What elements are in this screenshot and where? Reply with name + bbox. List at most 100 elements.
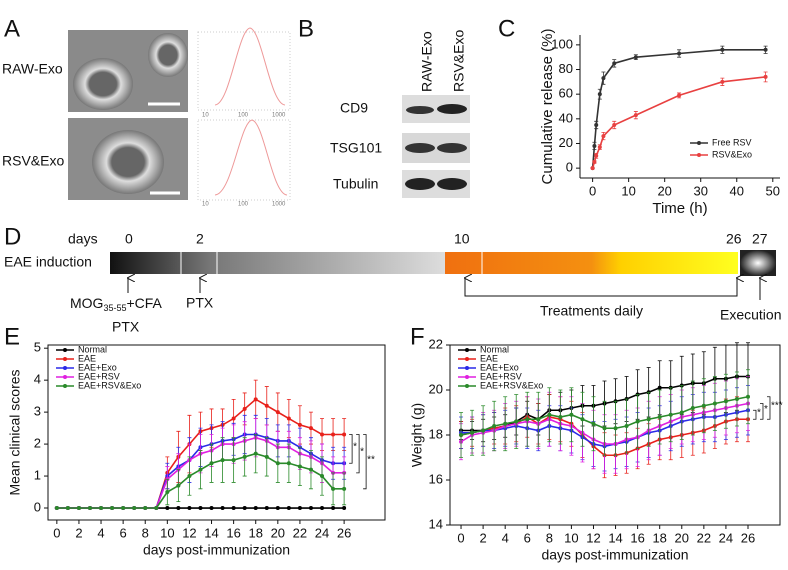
- data-point: [657, 385, 662, 390]
- data-point: [470, 430, 475, 435]
- blot: [402, 95, 470, 198]
- y-tick-label: 100: [551, 36, 573, 51]
- significance-label: ***: [771, 401, 783, 412]
- y-tick-label: 20: [559, 135, 573, 150]
- size-tick: 10: [202, 202, 209, 208]
- x-tick-label: 24: [719, 530, 733, 545]
- x-tick-label: 8: [142, 525, 149, 540]
- data-point: [121, 506, 126, 511]
- data-point: [209, 461, 214, 466]
- x-tick-label: 20: [657, 183, 671, 198]
- data-point: [633, 55, 638, 60]
- tem-label: RSV&Exo: [2, 153, 64, 169]
- significance-bracket: [752, 409, 757, 420]
- data-point: [308, 506, 313, 511]
- data-point: [612, 61, 617, 66]
- data-point: [712, 401, 717, 406]
- data-point: [176, 506, 181, 511]
- legend-label: EAE: [78, 353, 96, 363]
- data-point: [264, 454, 269, 459]
- data-point: [165, 506, 170, 511]
- x-tick-label: 2: [479, 530, 486, 545]
- mog-sub: 35-55: [103, 303, 126, 313]
- significance-bracket: [766, 396, 771, 420]
- y-tick-label: 4: [34, 372, 41, 387]
- legend-label: EAE+Exo: [78, 362, 117, 372]
- data-point: [591, 421, 596, 426]
- legend-marker: [63, 348, 67, 352]
- y-tick-label: 3: [34, 404, 41, 419]
- data-point: [613, 426, 618, 431]
- timeline-day: 0: [125, 231, 133, 247]
- legend-marker: [465, 348, 469, 352]
- size-tick: 100: [238, 113, 249, 119]
- legend-label: EAE+Exo: [480, 362, 519, 372]
- x-tick-label: 24: [315, 525, 329, 540]
- timeline-label: days: [68, 231, 98, 247]
- data-point: [633, 113, 638, 118]
- x-tick-label: 12: [182, 525, 196, 540]
- data-point: [297, 506, 302, 511]
- data-point: [459, 433, 464, 437]
- data-point: [253, 397, 258, 402]
- data-point: [745, 394, 750, 399]
- data-point: [590, 166, 595, 171]
- x-tick-label: 6: [524, 530, 531, 545]
- data-point: [231, 416, 236, 421]
- series-line: [591, 76, 766, 169]
- data-point: [342, 432, 347, 437]
- legend-label: Normal: [78, 344, 107, 354]
- significance-bracket: [759, 403, 764, 420]
- data-point: [668, 412, 673, 417]
- legend-marker: [465, 384, 469, 388]
- legend-marker: [63, 366, 67, 370]
- data-point: [624, 424, 629, 428]
- timeline-note: PTX: [112, 319, 140, 335]
- x-tick-label: 26: [741, 530, 755, 545]
- y-axis-label: Cumulative release (%): [539, 29, 556, 185]
- y-tick-label: 0: [34, 499, 41, 514]
- tem-image: [68, 118, 188, 200]
- significance-label: *: [764, 404, 768, 415]
- y-tick-label: 60: [559, 86, 573, 101]
- data-point: [677, 93, 682, 98]
- timeline-day: 27: [752, 231, 768, 247]
- data-point: [198, 506, 203, 511]
- data-point: [679, 410, 684, 415]
- x-tick-label: 0: [53, 525, 60, 540]
- data-point: [308, 467, 313, 472]
- data-point: [198, 467, 203, 472]
- y-tick-label: 2: [34, 436, 41, 451]
- panel-letter: B: [298, 15, 314, 42]
- data-point: [592, 159, 597, 164]
- data-point: [275, 461, 280, 466]
- panel-letter: F: [410, 323, 425, 350]
- blot-row: CD9: [340, 100, 368, 116]
- y-tick-label: 40: [559, 110, 573, 125]
- y-tick-label: 80: [559, 61, 573, 76]
- data-point: [242, 506, 247, 511]
- significance-bracket: [356, 434, 360, 474]
- data-point: [734, 397, 739, 401]
- data-point: [320, 506, 325, 511]
- legend-label: EAE+RSV&Exo: [78, 380, 141, 390]
- legend-marker: [465, 357, 469, 361]
- data-point: [720, 47, 725, 52]
- legend-label: EAE+RSV&Exo: [480, 380, 543, 390]
- timeline-label: EAE induction: [4, 254, 92, 270]
- panel-letter: E: [4, 323, 20, 350]
- data-point: [580, 417, 585, 422]
- significance-label: **: [367, 454, 375, 465]
- legend-marker: [697, 141, 701, 145]
- blot-column: RAW-Exo: [419, 31, 435, 92]
- x-axis-label: days post-immunization: [541, 547, 688, 563]
- x-tick-label: 20: [271, 525, 285, 540]
- data-point: [242, 406, 247, 411]
- data-point: [536, 417, 541, 422]
- data-point: [601, 76, 606, 81]
- timeline-bar: [110, 250, 776, 276]
- data-point: [65, 506, 70, 511]
- data-point: [209, 506, 214, 511]
- data-point: [176, 483, 181, 488]
